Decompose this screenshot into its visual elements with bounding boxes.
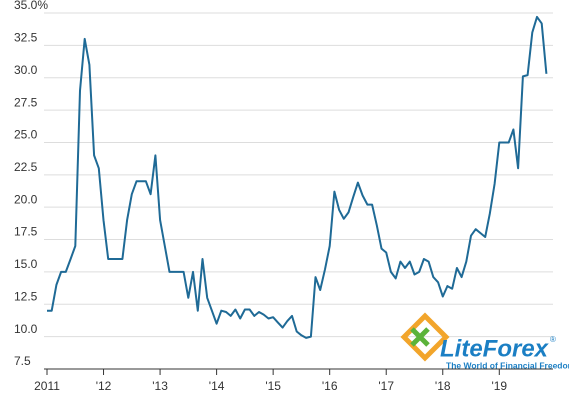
y-tick-label: 30.0 [14, 63, 38, 77]
x-tick-label: '14 [209, 379, 225, 393]
y-tick-label: 12.5 [14, 289, 38, 303]
logo-brand: LiteForex [440, 335, 550, 362]
logo-cross [410, 327, 430, 347]
series-line [47, 15, 548, 339]
x-tick-label: '12 [96, 379, 112, 393]
y-tick-label: 32.5 [14, 31, 38, 45]
y-tick-label: 27.5 [14, 95, 38, 109]
logo-mark [400, 312, 450, 362]
x-tick-label: '18 [435, 379, 451, 393]
y-tick-label: 17.5 [14, 225, 38, 239]
plot: 7.5 10.0 12.5 15.0 17.5 20.0 22.5 25.0 27.5 30.0 3… [14, 0, 553, 393]
logo: LiteForex ® The World of Financial Freed… [400, 312, 569, 370]
logo-tagline: The World of Financial Freedom [446, 360, 569, 370]
x-tick-label: '13 [152, 379, 168, 393]
x-tick-label: '19 [491, 379, 507, 393]
y-tick-label: 35.0% [14, 0, 48, 12]
x-tick-label: '16 [322, 379, 338, 393]
y-tick-label: 10.0 [14, 322, 38, 336]
y-tick-label: 22.5 [14, 160, 38, 174]
x-tick-label: '15 [265, 379, 281, 393]
y-tick-label: 7.5 [14, 354, 31, 368]
y-tick-label: 20.0 [14, 192, 38, 206]
x-tick-label: '17 [378, 379, 394, 393]
logo-registered: ® [550, 335, 556, 344]
y-tick-label: 25.0 [14, 128, 38, 142]
x-tick-label: 2011 [34, 379, 60, 393]
y-tick-label: 15.0 [14, 257, 38, 271]
